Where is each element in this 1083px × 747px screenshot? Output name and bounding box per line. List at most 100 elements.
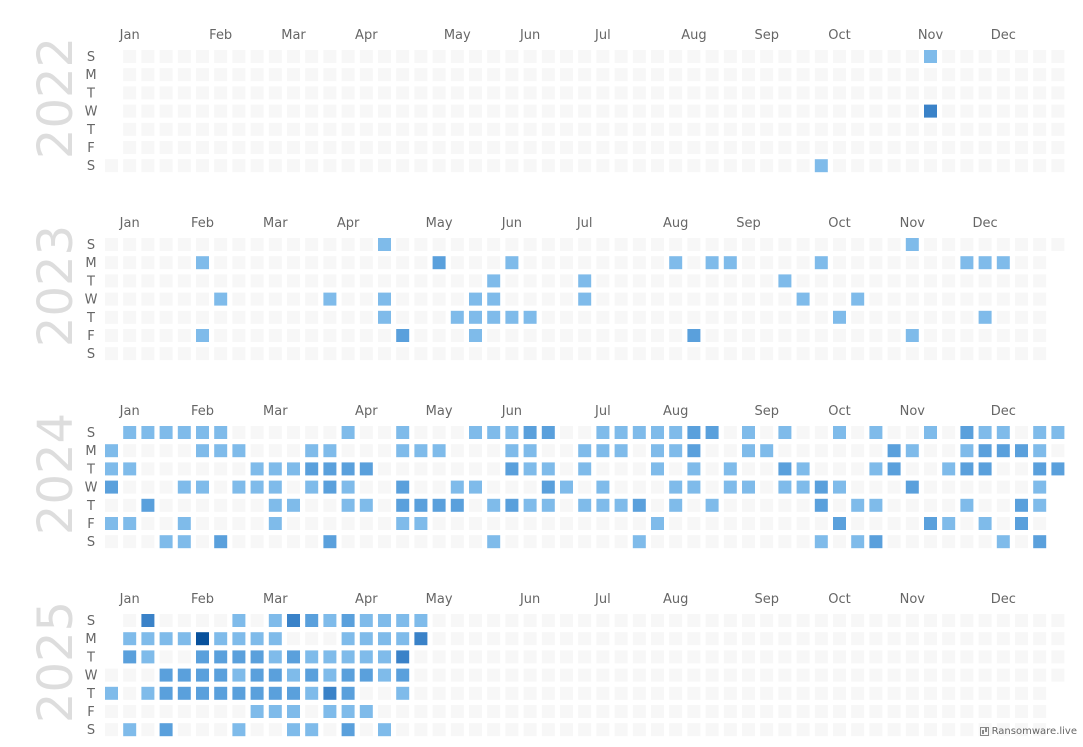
day-cell[interactable]: 2023-11-26 (960, 238, 974, 251)
day-cell[interactable]: 2023-11-04 (887, 347, 901, 361)
day-cell[interactable]: 2025-06-14 (523, 723, 537, 737)
day-cell[interactable]: 2025-12-18 (1015, 686, 1028, 700)
day-cell[interactable]: 2024-08-01 (651, 498, 664, 512)
day-cell[interactable]: 2023-07-06 (578, 310, 592, 324)
day-cell[interactable]: 2022-04-18 (396, 68, 410, 82)
day-cell[interactable]: 2024-07-04 (578, 498, 592, 512)
day-cell[interactable]: 2025-06-15 (541, 614, 555, 627)
day-cell[interactable]: 2022-09-12 (778, 68, 792, 82)
day-cell[interactable]: 2024-09-21 (778, 535, 792, 549)
day-cell[interactable]: 2022-09-11 (778, 50, 792, 63)
day-cell[interactable]: 2024-01-27 (159, 535, 173, 549)
day-cell[interactable]: 2023-11-23 (942, 310, 956, 324)
day-cell[interactable]: 2025-05-29 (487, 686, 501, 700)
day-cell[interactable]: 2025-06-30 (578, 632, 592, 646)
day-cell[interactable]: 2024-07-03 (578, 480, 592, 494)
day-cell[interactable]: 2025-06-23 (560, 632, 573, 646)
day-cell[interactable]: 2022-10-27 (887, 122, 901, 136)
day-cell[interactable]: 2023-01-25 (159, 292, 173, 306)
day-cell[interactable]: 2022-09-06 (760, 86, 774, 100)
day-cell[interactable]: 2022-04-30 (414, 159, 428, 173)
day-cell[interactable]: 2023-02-20 (232, 256, 246, 270)
day-cell[interactable]: 2025-10-29 (887, 668, 901, 682)
day-cell[interactable]: 2025-07-09 (596, 668, 610, 682)
day-cell[interactable]: 2024-07-12 (596, 517, 610, 530)
day-cell[interactable]: 2024-07-28 (651, 426, 664, 439)
day-cell[interactable]: 2022-11-02 (905, 104, 919, 118)
day-cell[interactable]: 2023-04-08 (341, 347, 355, 361)
day-cell[interactable]: 2022-10-13 (851, 122, 865, 136)
day-cell[interactable]: 2024-08-11 (687, 426, 701, 439)
day-cell[interactable]: 2024-04-11 (359, 498, 373, 512)
day-cell[interactable]: 2024-10-05 (814, 535, 828, 549)
day-cell[interactable]: 2023-07-05 (578, 292, 592, 306)
day-cell[interactable]: 2023-12-21 (1015, 310, 1028, 324)
day-cell[interactable]: 2025-11-13 (924, 686, 937, 700)
day-cell[interactable]: 2025-09-05 (742, 705, 755, 718)
day-cell[interactable]: 2025-11-11 (924, 650, 937, 664)
day-cell[interactable]: 2022-08-06 (669, 159, 683, 173)
day-cell[interactable]: 2022-08-03 (669, 104, 683, 118)
day-cell[interactable]: 2022-07-06 (596, 104, 610, 118)
day-cell[interactable]: 2023-11-07 (905, 274, 919, 288)
day-cell[interactable]: 2024-02-17 (214, 535, 228, 549)
day-cell[interactable]: 2022-03-26 (323, 159, 337, 173)
day-cell[interactable]: 2025-05-09 (432, 705, 446, 718)
day-cell[interactable]: 2025-08-26 (723, 650, 737, 664)
day-cell[interactable]: 2025-12-14 (1015, 614, 1028, 627)
day-cell[interactable]: 2022-06-19 (560, 50, 573, 63)
day-cell[interactable]: 2022-05-13 (450, 141, 464, 154)
day-cell[interactable]: 2025-07-16 (614, 668, 628, 682)
day-cell[interactable]: 2022-12-22 (1033, 122, 1047, 136)
day-cell[interactable]: 2024-11-07 (905, 498, 919, 512)
day-cell[interactable]: 2023-08-29 (723, 274, 737, 288)
day-cell[interactable]: 2022-01-03 (123, 68, 137, 82)
day-cell[interactable]: 2023-03-30 (323, 310, 337, 324)
day-cell[interactable]: 2025-05-15 (450, 686, 464, 700)
day-cell[interactable]: 2023-05-18 (450, 310, 464, 324)
day-cell[interactable]: 2023-03-05 (268, 238, 282, 251)
day-cell[interactable]: 2025-09-08 (760, 632, 774, 646)
day-cell[interactable]: 2024-12-24 (1033, 462, 1047, 476)
day-cell[interactable]: 2022-01-28 (177, 141, 191, 154)
day-cell[interactable]: 2023-11-10 (905, 329, 919, 342)
day-cell[interactable]: 2024-02-15 (214, 498, 228, 512)
day-cell[interactable]: 2025-08-23 (705, 723, 719, 737)
day-cell[interactable]: 2025-05-04 (432, 614, 446, 627)
day-cell[interactable]: 2025-05-24 (469, 723, 482, 737)
day-cell[interactable]: 2022-01-30 (196, 50, 209, 63)
day-cell[interactable]: 2023-03-15 (287, 292, 300, 306)
day-cell[interactable]: 2023-03-11 (268, 347, 282, 361)
day-cell[interactable]: 2023-08-08 (669, 274, 683, 288)
day-cell[interactable]: 2022-12-05 (996, 68, 1010, 82)
day-cell[interactable]: 2025-08-17 (705, 614, 719, 627)
day-cell[interactable]: 2022-08-14 (705, 50, 719, 63)
day-cell[interactable]: 2023-12-05 (978, 274, 992, 288)
day-cell[interactable]: 2023-03-28 (323, 274, 337, 288)
day-cell[interactable]: 2022-09-13 (778, 86, 792, 100)
day-cell[interactable]: 2022-06-13 (541, 68, 555, 82)
day-cell[interactable]: 2022-10-22 (869, 159, 883, 173)
day-cell[interactable]: 2023-01-30 (177, 256, 191, 270)
day-cell[interactable]: 2022-06-23 (560, 122, 573, 136)
day-cell[interactable]: 2025-12-22 (1033, 632, 1047, 646)
day-cell[interactable]: 2022-07-23 (632, 159, 646, 173)
day-cell[interactable]: 2022-04-13 (378, 104, 391, 118)
day-cell[interactable]: 2024-08-03 (651, 535, 664, 549)
day-cell[interactable]: 2025-04-25 (396, 705, 410, 718)
day-cell[interactable]: 2025-07-29 (651, 650, 664, 664)
day-cell[interactable]: 2023-03-04 (250, 347, 264, 361)
day-cell[interactable]: 2023-04-05 (341, 292, 355, 306)
day-cell[interactable]: 2023-03-17 (287, 329, 300, 342)
day-cell[interactable]: 2022-02-20 (250, 50, 264, 63)
day-cell[interactable]: 2023-03-03 (250, 329, 264, 342)
day-cell[interactable]: 2025-07-06 (596, 614, 610, 627)
day-cell[interactable]: 2025-07-19 (614, 723, 628, 737)
day-cell[interactable]: 2022-03-11 (287, 141, 300, 154)
day-cell[interactable]: 2023-02-08 (196, 292, 209, 306)
day-cell[interactable]: 2023-03-27 (323, 256, 337, 270)
day-cell[interactable]: 2022-05-15 (469, 50, 482, 63)
day-cell[interactable]: 2025-06-12 (523, 686, 537, 700)
day-cell[interactable]: 2023-04-15 (359, 347, 373, 361)
day-cell[interactable]: 2024-07-11 (596, 498, 610, 512)
